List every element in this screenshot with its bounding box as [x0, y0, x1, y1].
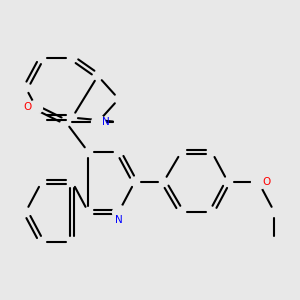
Text: N: N: [115, 215, 123, 225]
Text: N: N: [102, 117, 110, 127]
Text: O: O: [262, 177, 270, 187]
Text: O: O: [23, 102, 32, 112]
